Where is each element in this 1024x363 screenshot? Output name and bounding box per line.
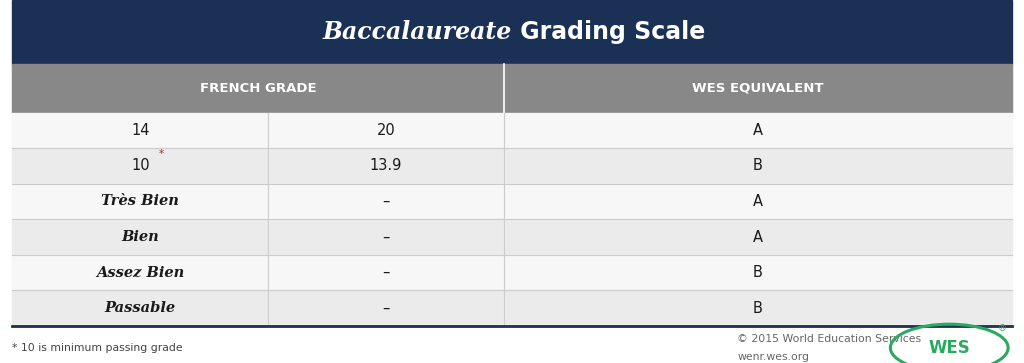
Text: A: A	[753, 123, 763, 138]
Text: 13.9: 13.9	[370, 158, 402, 174]
Text: B: B	[753, 265, 763, 280]
Text: 20: 20	[377, 123, 395, 138]
Text: –: –	[382, 301, 390, 316]
Text: Très Bien: Très Bien	[101, 195, 179, 208]
Bar	[12, 255, 1012, 290]
Text: wenr.wes.org: wenr.wes.org	[737, 352, 809, 362]
Bar	[12, 184, 1012, 219]
Text: B: B	[753, 301, 763, 316]
Text: FRENCH GRADE: FRENCH GRADE	[200, 82, 316, 94]
Text: ®: ®	[998, 325, 1007, 333]
Text: WES: WES	[929, 339, 970, 357]
Text: A: A	[753, 229, 763, 245]
Text: B: B	[753, 158, 763, 174]
Bar	[12, 0, 1012, 64]
Text: 10: 10	[131, 158, 150, 174]
Bar	[12, 219, 1012, 255]
Bar	[12, 148, 1012, 184]
Text: * 10 is minimum passing grade: * 10 is minimum passing grade	[12, 343, 183, 353]
Bar	[12, 64, 1012, 113]
Text: –: –	[382, 265, 390, 280]
Text: –: –	[382, 229, 390, 245]
Text: Passable: Passable	[104, 301, 176, 315]
Text: © 2015 World Education Services: © 2015 World Education Services	[737, 334, 922, 344]
Bar	[12, 113, 1012, 148]
Bar	[12, 290, 1012, 326]
Text: –: –	[382, 194, 390, 209]
Text: A: A	[753, 194, 763, 209]
Text: *: *	[159, 148, 164, 159]
Text: Assez Bien: Assez Bien	[96, 266, 184, 280]
Text: WES EQUIVALENT: WES EQUIVALENT	[692, 82, 823, 94]
Text: Grading Scale: Grading Scale	[512, 20, 706, 44]
Text: Bien: Bien	[122, 230, 159, 244]
Text: Baccalaureate: Baccalaureate	[323, 20, 512, 44]
Text: 14: 14	[131, 123, 150, 138]
